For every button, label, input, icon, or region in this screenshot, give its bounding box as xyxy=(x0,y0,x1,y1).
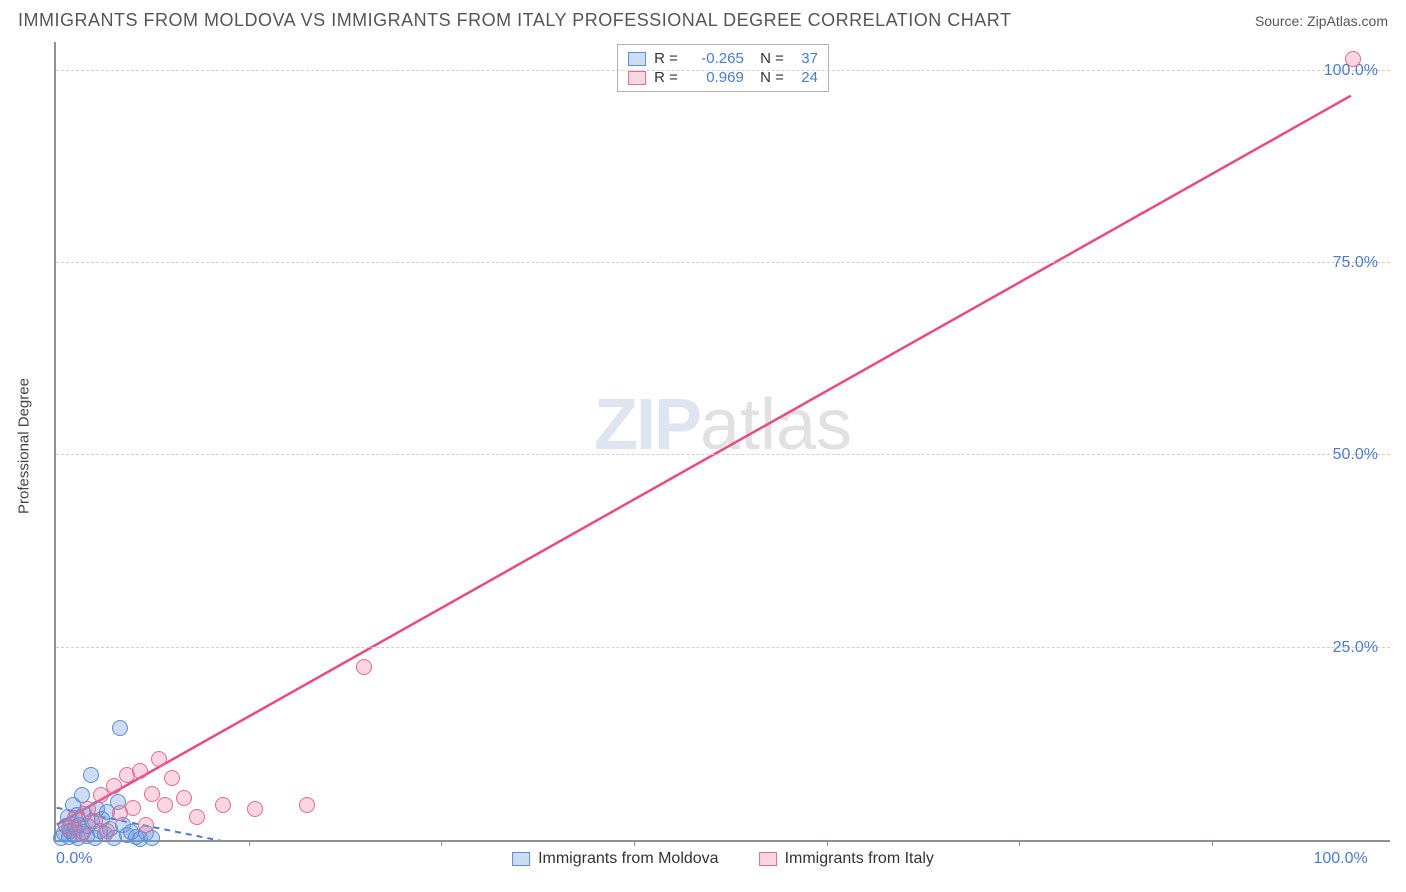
trend-lines xyxy=(56,42,1390,840)
y-tick-label: 50.0% xyxy=(1333,446,1378,464)
data-point xyxy=(112,720,128,736)
data-point xyxy=(83,767,99,783)
gridline xyxy=(56,70,1390,71)
data-point xyxy=(176,790,192,806)
x-tick xyxy=(441,840,442,846)
x-tick xyxy=(1212,840,1213,846)
data-point xyxy=(215,797,231,813)
legend-r-label: R = xyxy=(654,69,678,86)
legend-item: Immigrants from Moldova xyxy=(512,850,719,868)
legend-swatch xyxy=(628,71,646,85)
x-tick xyxy=(1019,840,1020,846)
legend-swatch xyxy=(512,852,530,866)
x-max-label: 100.0% xyxy=(1313,850,1367,868)
y-tick-label: 25.0% xyxy=(1333,639,1378,657)
watermark-light: atlas xyxy=(700,385,852,465)
legend-r-value: -0.265 xyxy=(686,50,744,67)
plot-area: ZIPatlas R = -0.265 N = 37R = 0.969 N = … xyxy=(54,42,1390,842)
gridline xyxy=(56,454,1390,455)
header-bar: IMMIGRANTS FROM MOLDOVA VS IMMIGRANTS FR… xyxy=(0,0,1406,37)
statistics-legend: R = -0.265 N = 37R = 0.969 N = 24 xyxy=(617,44,829,92)
data-point xyxy=(151,751,167,767)
legend-swatch xyxy=(759,852,777,866)
data-point xyxy=(132,763,148,779)
data-point xyxy=(299,797,315,813)
legend-n-value: 37 xyxy=(792,50,818,67)
data-point xyxy=(99,823,115,839)
legend-item: Immigrants from Italy xyxy=(759,850,934,868)
legend-r-label: R = xyxy=(654,50,678,67)
legend-n-label: N = xyxy=(752,69,784,86)
data-point xyxy=(164,770,180,786)
x-tick xyxy=(827,840,828,846)
x-tick xyxy=(249,840,250,846)
data-point xyxy=(247,801,263,817)
data-point xyxy=(144,830,160,846)
data-point xyxy=(1345,51,1361,67)
series-legend: Immigrants from Moldova Immigrants from I… xyxy=(512,850,934,868)
data-point xyxy=(74,826,90,842)
legend-label: Immigrants from Italy xyxy=(785,850,934,868)
y-axis-label: Professional Degree xyxy=(16,378,33,514)
data-point xyxy=(138,817,154,833)
y-tick-label: 75.0% xyxy=(1333,254,1378,272)
gridline xyxy=(56,262,1390,263)
chart-title: IMMIGRANTS FROM MOLDOVA VS IMMIGRANTS FR… xyxy=(18,10,1011,31)
data-point xyxy=(356,659,372,675)
legend-stat-row: R = 0.969 N = 24 xyxy=(628,68,818,87)
data-point xyxy=(157,797,173,813)
x-origin-label: 0.0% xyxy=(56,850,92,868)
x-tick xyxy=(634,840,635,846)
source-attribution: Source: ZipAtlas.com xyxy=(1255,13,1388,29)
data-point xyxy=(125,800,141,816)
legend-label: Immigrants from Moldova xyxy=(538,850,719,868)
legend-swatch xyxy=(628,52,646,66)
legend-n-label: N = xyxy=(752,50,784,67)
watermark-bold: ZIP xyxy=(594,385,700,465)
legend-r-value: 0.969 xyxy=(686,69,744,86)
legend-stat-row: R = -0.265 N = 37 xyxy=(628,49,818,68)
gridline xyxy=(56,647,1390,648)
data-point xyxy=(189,809,205,825)
data-point xyxy=(106,778,122,794)
legend-n-value: 24 xyxy=(792,69,818,86)
